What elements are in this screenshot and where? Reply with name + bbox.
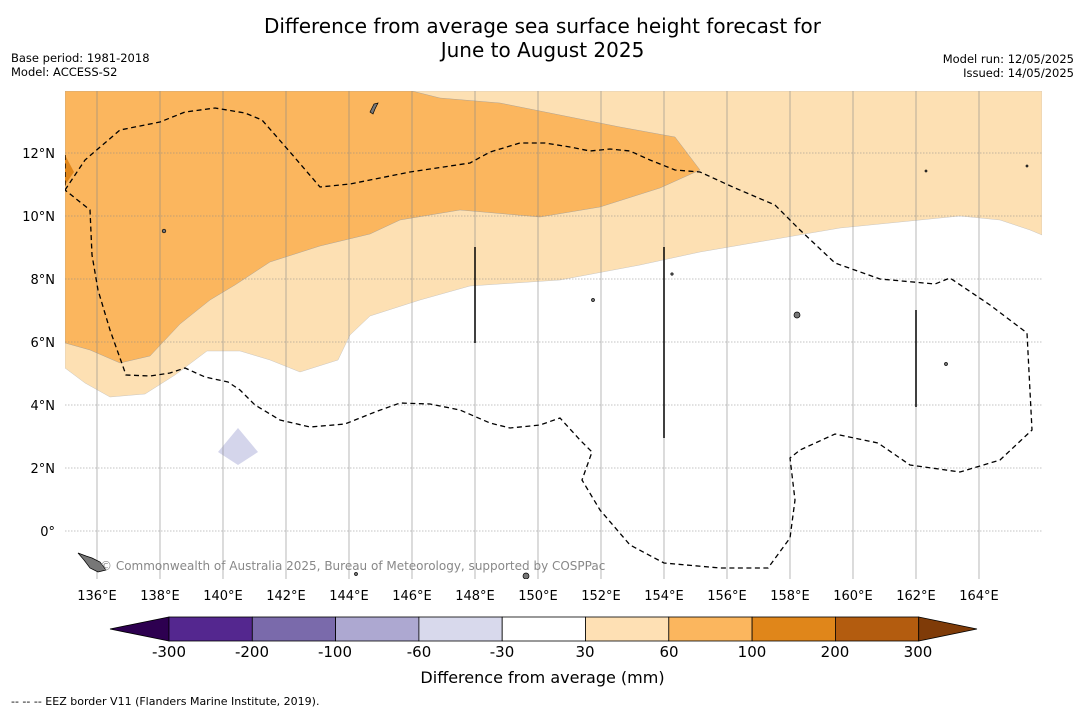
island <box>924 169 928 173</box>
meta-left: Base period: 1981-2018 Model: ACCESS-S2 <box>11 51 150 79</box>
lon-label: 156°E <box>707 589 747 604</box>
islands <box>77 102 1029 579</box>
lon-label: 144°E <box>329 589 369 604</box>
lat-label: 12°N <box>22 147 55 162</box>
lat-label: 6°N <box>31 336 56 351</box>
lon-label: 150°E <box>518 589 558 604</box>
model-name: Model: ACCESS-S2 <box>11 65 118 79</box>
meta-right: Model run: 12/05/2025 Issued: 14/05/2025 <box>943 52 1074 80</box>
issued-date: Issued: 14/05/2025 <box>963 66 1074 80</box>
colorbar <box>109 616 978 642</box>
colorbar-bin <box>585 616 670 642</box>
colorbar-bin <box>335 616 420 642</box>
colorbar-under-arrow <box>109 616 170 642</box>
island <box>1025 164 1029 168</box>
model-run: Model run: 12/05/2025 <box>942 52 1074 66</box>
colorbar-tick: 300 <box>903 643 933 661</box>
colorbar-tick: 30 <box>575 643 595 661</box>
colorbar-bin <box>251 616 337 642</box>
colorbar-tick: -200 <box>234 643 270 661</box>
colorbar-tick: 60 <box>659 643 679 661</box>
eez-borders <box>65 107 1033 569</box>
colorbar-tick: -300 <box>151 643 187 661</box>
colorbar-bin <box>501 616 586 642</box>
colorbar-over-arrow <box>918 616 978 642</box>
lat-label: 4°N <box>31 399 56 414</box>
colorbar-tick: -60 <box>406 643 432 661</box>
lon-label: 152°E <box>581 589 621 604</box>
colorbar-tick: 200 <box>820 643 850 661</box>
lon-label: 160°E <box>833 589 873 604</box>
anomaly-region-negative <box>218 428 258 465</box>
anomaly-region-60-100 <box>65 91 701 364</box>
lat-label: 10°N <box>22 210 55 225</box>
lon-label: 140°E <box>203 589 243 604</box>
copyright-credit: © Commonwealth of Australia 2025, Bureau… <box>100 559 605 573</box>
lon-label: 162°E <box>896 589 936 604</box>
colorbar-title: Difference from average (mm) <box>420 668 665 687</box>
colorbar-bin <box>168 616 253 642</box>
lon-label: 158°E <box>770 589 810 604</box>
guam-island <box>369 102 379 115</box>
lon-label: 154°E <box>644 589 684 604</box>
colorbar-bin <box>418 616 503 642</box>
colorbar-bin <box>668 616 753 642</box>
lon-label: 146°E <box>392 589 432 604</box>
colorbar-bin <box>835 616 920 642</box>
map-area: © Commonwealth of Australia 2025, Bureau… <box>65 91 1042 579</box>
base-period: Base period: 1981-2018 <box>11 51 150 65</box>
island <box>522 572 530 579</box>
island <box>161 228 167 234</box>
lon-label: 164°E <box>959 589 999 604</box>
lat-label: 8°N <box>31 273 56 288</box>
latitude-labels: 12°N 10°N 8°N 6°N 4°N 2°N 0° <box>22 147 55 540</box>
title-line-2: June to August 2025 <box>440 38 645 62</box>
longitude-labels: 136°E 138°E 140°E 142°E 144°E 146°E 148°… <box>77 589 999 604</box>
lat-label: 0° <box>40 525 55 540</box>
island <box>793 311 801 319</box>
colorbar-bin <box>751 616 836 642</box>
island <box>354 572 358 576</box>
lon-label: 142°E <box>266 589 306 604</box>
chart-title: Difference from average sea surface heig… <box>0 14 1085 62</box>
anomaly-region-100-200 <box>65 155 74 185</box>
island <box>591 298 595 302</box>
lat-label: 2°N <box>31 462 56 477</box>
lon-label: 136°E <box>77 589 117 604</box>
island <box>670 272 674 276</box>
island <box>944 362 948 366</box>
lon-label: 138°E <box>140 589 180 604</box>
new-guinea-coast <box>77 552 107 573</box>
boundary-lines <box>474 247 917 438</box>
title-line-1: Difference from average sea surface heig… <box>263 14 822 38</box>
lon-label: 148°E <box>455 589 495 604</box>
colorbar-tick: 100 <box>737 643 767 661</box>
colorbar-tick: -100 <box>317 643 353 661</box>
eez-legend-note: -- -- -- EEZ border V11 (Flanders Marine… <box>11 695 320 708</box>
colorbar-tick: -30 <box>489 643 515 661</box>
